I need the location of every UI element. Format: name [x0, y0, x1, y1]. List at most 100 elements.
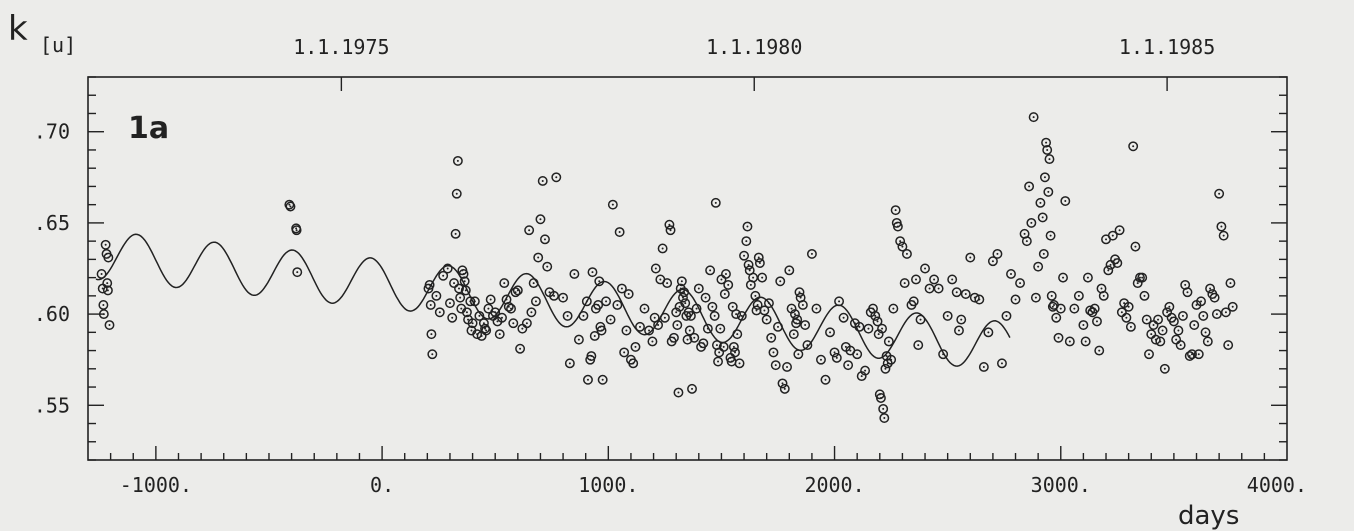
data-point: [829, 347, 840, 358]
data-point: [877, 323, 888, 334]
data-point: [1220, 307, 1231, 318]
x-tick-label: 3000.: [1031, 473, 1091, 497]
data-point: [623, 289, 634, 299]
data-point-center: [757, 256, 760, 259]
data-point: [508, 318, 519, 329]
data-point: [709, 310, 720, 321]
data-point-center: [1107, 269, 1110, 272]
data-point-center: [727, 283, 730, 286]
data-point-center: [496, 320, 499, 323]
data-point-center: [1102, 294, 1105, 297]
data-point: [1139, 290, 1150, 301]
data-point-center: [799, 296, 802, 299]
data-point-center: [467, 318, 470, 321]
data-point-center: [793, 313, 796, 316]
data-point: [843, 360, 854, 371]
data-point: [730, 347, 740, 358]
data-point: [1043, 186, 1054, 197]
data-point-center: [1163, 367, 1166, 370]
data-point: [770, 360, 781, 371]
data-point: [102, 285, 113, 296]
x-tick-label: 2000.: [804, 473, 864, 497]
data-point: [1035, 197, 1046, 208]
data-point-center: [779, 280, 782, 283]
data-point: [485, 294, 496, 305]
data-point-center: [289, 205, 292, 208]
data-point: [743, 259, 754, 270]
data-point: [1189, 320, 1200, 330]
data-point: [461, 307, 472, 318]
data-point: [875, 393, 886, 403]
data-point-center: [928, 287, 931, 290]
data-point: [793, 349, 804, 360]
data-point: [1168, 316, 1179, 327]
data-point: [698, 338, 709, 349]
data-point: [596, 325, 607, 336]
data-point-center: [455, 192, 458, 195]
data-point-center: [1202, 314, 1205, 317]
data-point-center: [672, 336, 675, 339]
data-point-center: [732, 345, 735, 348]
data-point: [784, 265, 795, 276]
data-point-center: [566, 314, 569, 317]
data-point-center: [1145, 318, 1148, 321]
data-point: [1198, 310, 1209, 321]
data-point: [1028, 112, 1039, 123]
data-point: [102, 278, 113, 289]
data-point-center: [714, 201, 717, 204]
data-point: [792, 314, 803, 325]
data-point: [551, 172, 562, 183]
data-point-center: [668, 223, 671, 226]
data-point-center: [1157, 318, 1160, 321]
data-point-center: [546, 265, 549, 268]
data-point-center: [657, 324, 660, 327]
data-point-center: [872, 307, 875, 310]
data-point: [594, 276, 605, 287]
data-point: [621, 325, 632, 336]
data-point: [680, 298, 691, 309]
data-point: [1187, 349, 1197, 360]
data-point-center: [651, 340, 654, 343]
data-point-center: [473, 300, 476, 303]
data-point: [460, 285, 471, 296]
data-point-center: [683, 291, 686, 294]
data-point-center: [609, 318, 612, 321]
data-point-center: [618, 231, 621, 234]
data-point: [705, 265, 716, 276]
data-point: [734, 358, 745, 369]
data-point-center: [905, 252, 908, 255]
data-point: [1085, 305, 1096, 316]
data-point: [965, 252, 976, 263]
data-point-center: [1064, 200, 1067, 203]
data-point-center: [435, 294, 438, 297]
data-point-center: [1047, 190, 1050, 193]
data-point-center: [1050, 294, 1053, 297]
data-point-center: [625, 329, 628, 332]
data-point-center: [745, 240, 748, 243]
data-point-center: [743, 254, 746, 257]
data-point: [425, 300, 436, 310]
data-point-center: [543, 238, 546, 241]
data-point-center: [849, 349, 852, 352]
data-point: [1045, 230, 1056, 241]
data-point: [1130, 241, 1141, 252]
data-point-center: [752, 276, 755, 279]
data-point: [459, 276, 470, 287]
data-point: [1082, 272, 1093, 283]
panel-label: 1a: [128, 111, 169, 146]
data-point-center: [505, 298, 508, 301]
data-point: [455, 292, 466, 303]
data-point: [1024, 181, 1035, 192]
data-point: [678, 292, 688, 303]
data-point: [834, 296, 845, 307]
data-point: [915, 314, 926, 325]
data-point: [759, 305, 770, 316]
data-point: [895, 236, 906, 247]
data-point-center: [541, 179, 544, 182]
data-point: [472, 329, 483, 340]
data-point-center: [519, 347, 522, 350]
data-point: [713, 356, 723, 367]
data-point: [886, 354, 897, 365]
data-point-center: [1123, 302, 1126, 305]
data-point-center: [996, 252, 999, 255]
